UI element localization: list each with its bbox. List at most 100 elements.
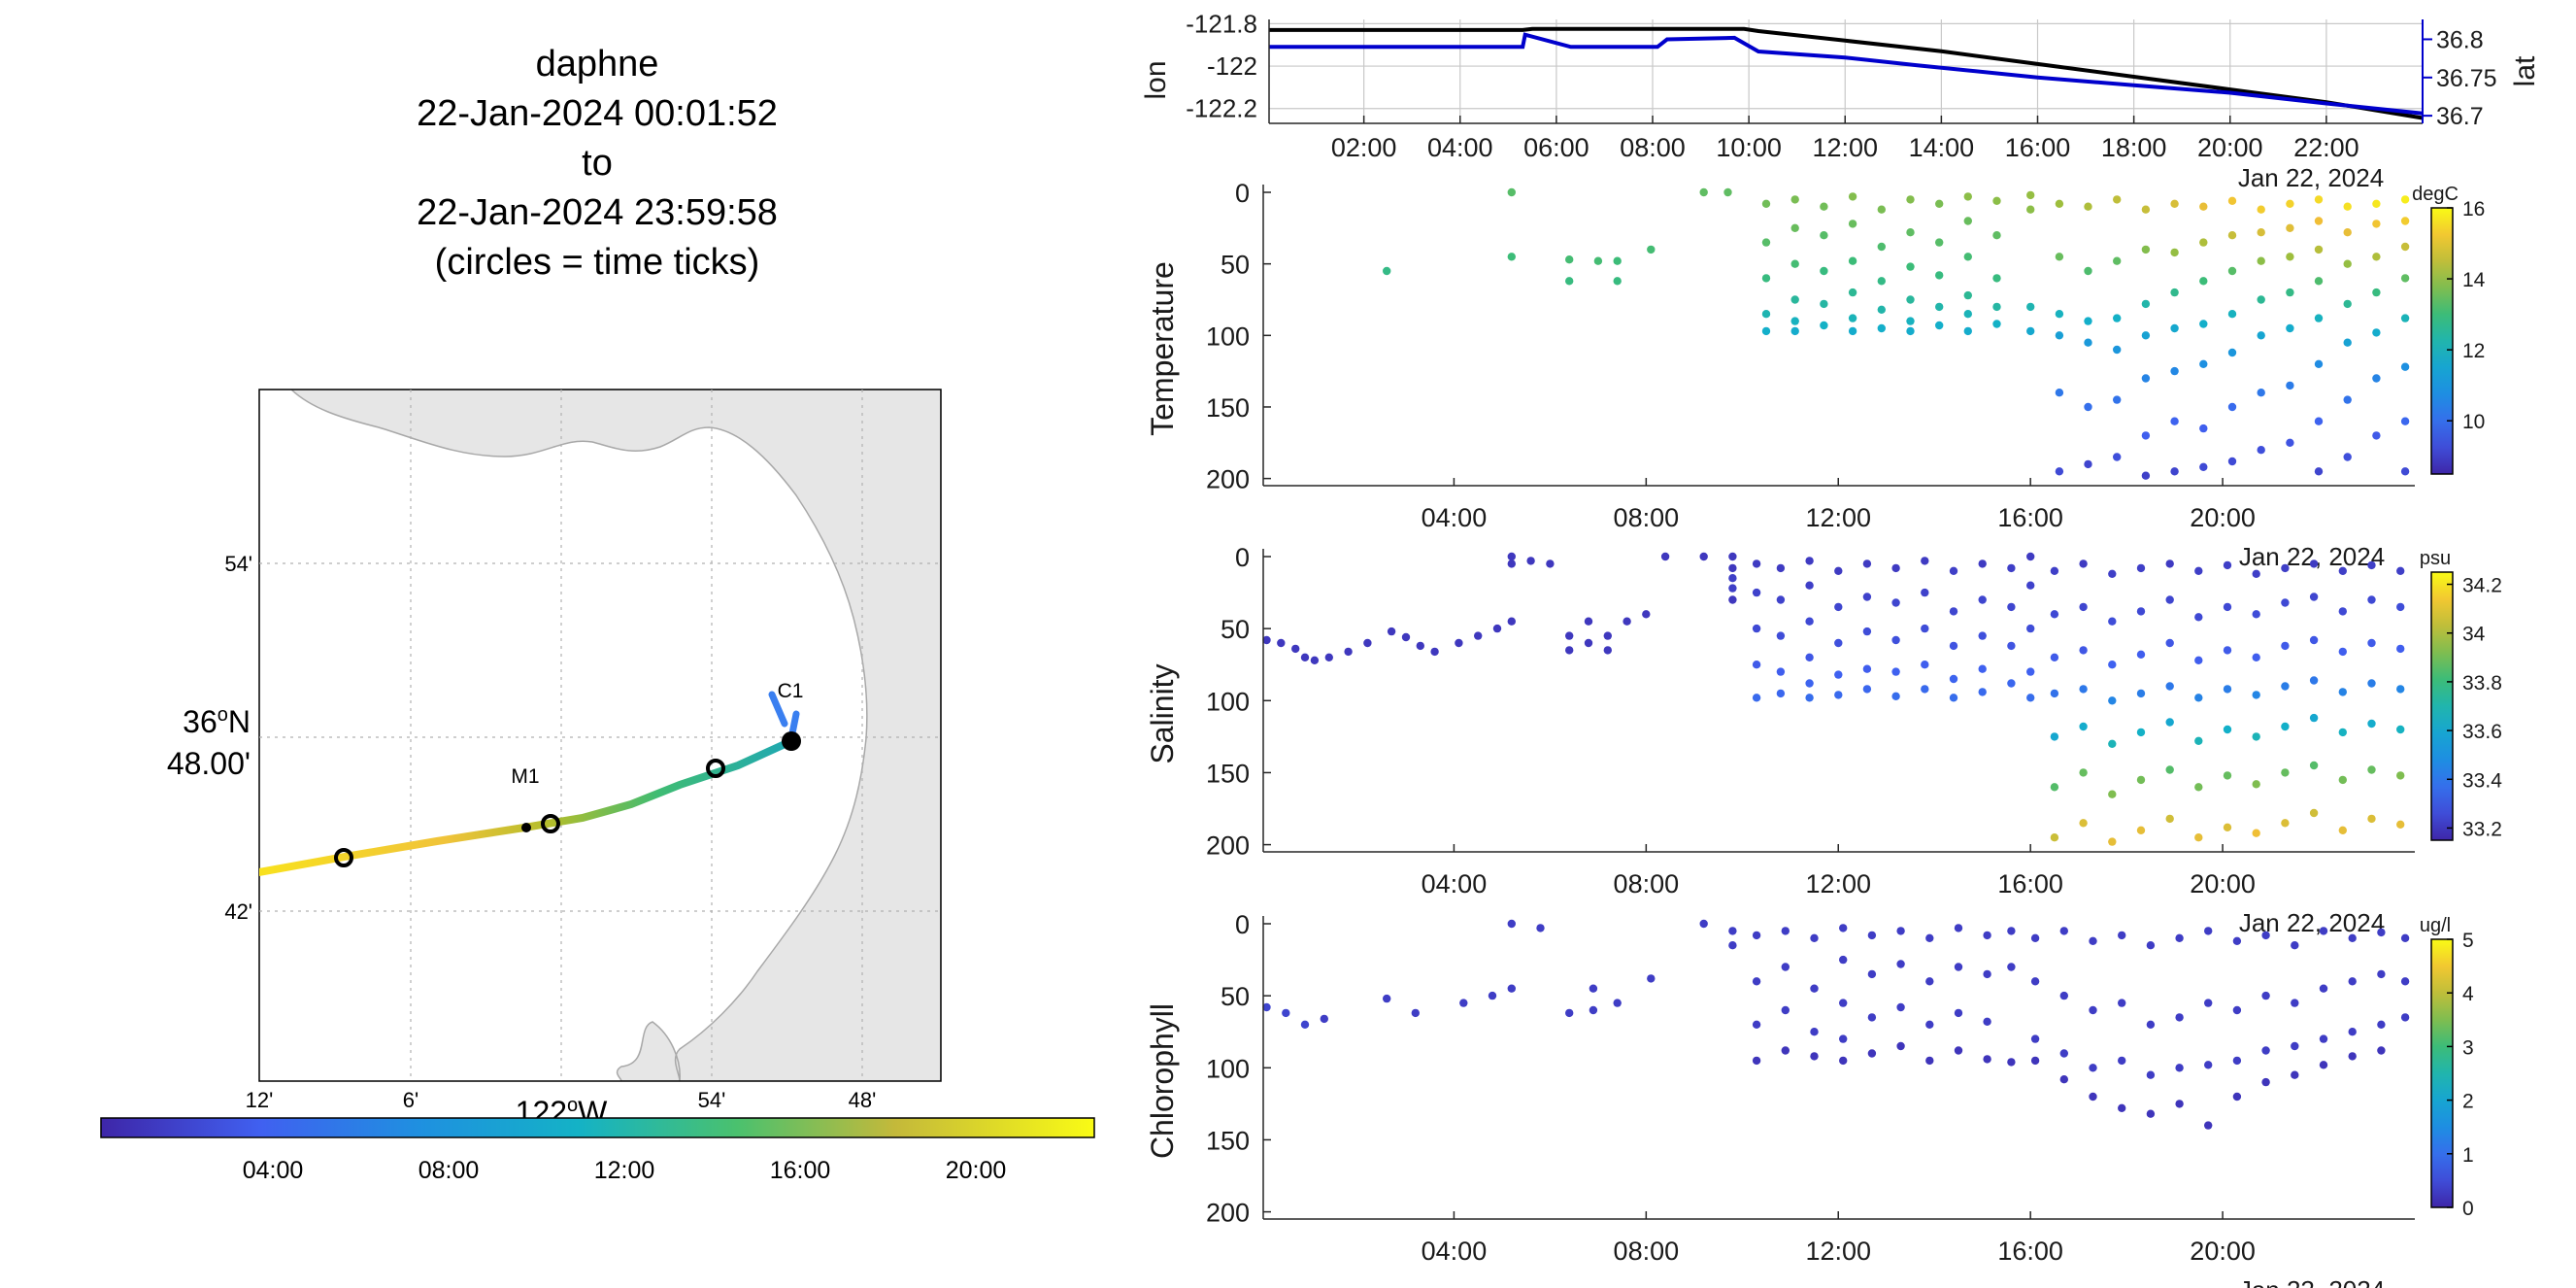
data-point	[2257, 295, 2265, 304]
data-point	[2141, 431, 2151, 440]
data-point	[2396, 602, 2405, 612]
data-point	[2007, 679, 2016, 688]
lat-tick-54: 54'	[224, 552, 252, 576]
data-point	[2118, 931, 2126, 940]
colorbar	[2430, 571, 2454, 841]
data-point	[2007, 641, 2016, 651]
data-point	[1776, 667, 1786, 676]
degree-symbol: o	[217, 704, 228, 726]
data-point	[2286, 438, 2294, 447]
data-point	[1752, 977, 1761, 986]
data-point	[2309, 635, 2319, 645]
data-point	[2108, 617, 2117, 626]
data-point	[1383, 994, 1391, 1003]
data-point	[2291, 1070, 2299, 1079]
chlorophyll-chart: 05010015020004:0008:0012:0016:0020:00Jan…	[1145, 910, 2474, 1288]
x-tick-label: 12:00	[1805, 503, 1871, 532]
data-point	[1752, 1020, 1761, 1030]
data-point	[2165, 638, 2174, 648]
data-point	[2281, 768, 2290, 777]
data-point	[2050, 653, 2059, 661]
colorbar-tick-label: 33.6	[2462, 721, 2502, 743]
data-point	[2079, 768, 2088, 777]
data-point	[2396, 644, 2405, 654]
data-point	[1776, 631, 1786, 640]
data-point	[2118, 1103, 2126, 1113]
data-point	[1925, 1056, 1934, 1066]
data-point	[2252, 691, 2260, 699]
data-point	[2113, 314, 2122, 322]
data-point	[2338, 728, 2347, 737]
y-tick-label: 200	[1206, 1199, 1250, 1228]
data-point	[1320, 1014, 1329, 1024]
data-point	[1805, 617, 1814, 626]
data-point	[2338, 607, 2347, 616]
data-point	[2113, 395, 2122, 404]
lat-center-minutes: 48.00'	[167, 746, 251, 781]
time-colorbar-tick: 16:00	[770, 1157, 831, 1184]
data-point	[1699, 187, 1708, 197]
data-point	[2252, 780, 2260, 789]
data-point	[2084, 338, 2092, 347]
data-point	[1416, 641, 1425, 651]
data-point	[2108, 739, 2117, 748]
time-colorbar-tick: 20:00	[946, 1157, 1007, 1184]
data-point	[1867, 1013, 1877, 1022]
data-point	[2170, 366, 2179, 376]
glider-track	[259, 737, 795, 876]
data-point	[2286, 381, 2294, 390]
data-point	[1877, 323, 1887, 333]
data-point	[1565, 255, 1574, 264]
data-point	[1455, 638, 1463, 648]
data-point	[2007, 563, 2016, 573]
data-point	[2055, 253, 2064, 261]
data-point	[2170, 323, 2179, 333]
data-point	[2146, 941, 2156, 950]
data-point	[2257, 331, 2265, 340]
data-point	[2343, 299, 2352, 309]
data-point	[1877, 277, 1887, 286]
data-point	[1546, 559, 1555, 568]
data-point	[2261, 1077, 2270, 1087]
data-point	[2136, 826, 2146, 834]
data-point	[1781, 963, 1790, 971]
data-point	[1906, 228, 1915, 237]
data-point	[2026, 190, 2035, 200]
data-point	[2050, 732, 2059, 741]
colorbar-tick-label: 33.4	[2462, 769, 2502, 792]
data-point	[2377, 1046, 2386, 1055]
data-point	[2257, 228, 2265, 237]
data-point	[1507, 552, 1517, 561]
data-point	[1660, 552, 1670, 561]
x-tick-label: 08:00	[1620, 133, 1686, 162]
data-point	[1411, 1008, 1421, 1018]
data-point	[1584, 638, 1593, 648]
x-tick-label: 04:00	[1422, 503, 1488, 532]
x-tick-label: 20:00	[2197, 133, 2263, 162]
data-point	[2400, 217, 2410, 225]
data-point	[1820, 299, 1828, 309]
data-point	[1761, 238, 1771, 247]
data-point	[2089, 1064, 2097, 1072]
data-point	[1862, 593, 1872, 601]
data-point	[2348, 1052, 2357, 1061]
data-point	[2050, 783, 2059, 792]
data-point	[2170, 417, 2179, 425]
data-point	[2338, 826, 2347, 834]
lon-series-line	[1269, 26, 2424, 120]
data-point	[2199, 320, 2208, 328]
data-point	[1925, 977, 1934, 986]
data-point	[1383, 266, 1391, 276]
data-point	[2286, 288, 2294, 297]
data-point	[1848, 314, 1857, 322]
data-point	[1728, 584, 1737, 593]
data-point	[1963, 217, 1973, 225]
data-point	[1877, 205, 1887, 214]
data-point	[1848, 220, 1857, 228]
data-point	[1300, 1020, 1310, 1030]
title-line-5: (circles = time ticks)	[435, 242, 760, 283]
data-point	[2170, 199, 2179, 208]
data-point	[2281, 819, 2290, 828]
date-label: Jan 22, 2024	[2238, 163, 2384, 192]
data-point	[1954, 963, 1963, 971]
